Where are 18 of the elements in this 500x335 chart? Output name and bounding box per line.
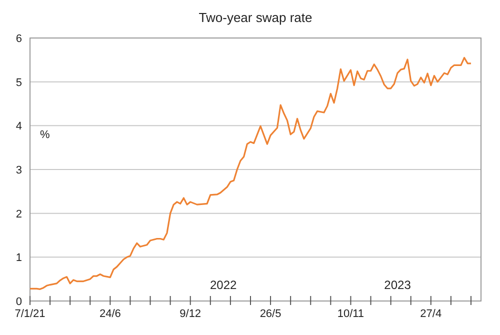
y-tick-label: 4 [16,120,22,133]
y-tick-label: 0 [16,296,22,308]
annotation: 2023 [384,278,412,292]
x-tick-label: 7/1/21 [14,308,46,320]
chart-title: Two-year swap rate [198,10,312,25]
x-tick-label: 27/4 [420,308,442,320]
line-series [29,56,472,290]
x-tick-label: 10/11 [337,308,364,320]
y-tick-label: 6 [16,33,22,45]
y-tick-label: 2 [16,208,22,220]
x-tick-label: 24/6 [99,308,121,320]
y-axis-title: % [40,128,50,141]
y-tick-label: 3 [16,164,22,176]
y-tick-label: 5 [16,76,22,89]
x-tick-label: 9/12 [180,308,202,320]
y-tick-label: 1 [16,252,22,264]
annotation: 2022 [210,278,237,292]
x-tick-label: 26/5 [260,308,282,320]
